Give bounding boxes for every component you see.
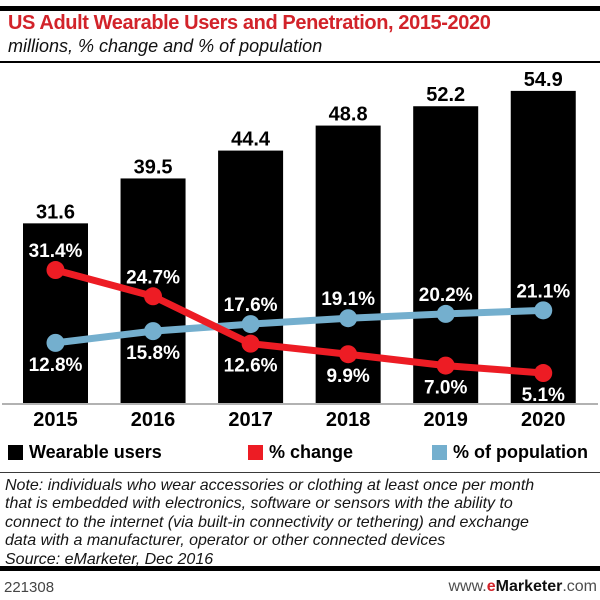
point-label: 31.4%: [29, 241, 83, 262]
point-label: 17.6%: [224, 295, 278, 316]
note-divider: [0, 472, 600, 473]
line--of-population: [55, 306, 544, 347]
legend-item-pct-change: % change: [248, 442, 353, 463]
x-tick-2020: 2020: [521, 409, 566, 431]
source-line: Source: eMarketer, Dec 2016: [5, 550, 214, 568]
legend-item-wearable-users: Wearable users: [8, 442, 162, 463]
marker-2016: [144, 287, 163, 306]
bar-2017: [218, 150, 284, 403]
top-divider: [0, 6, 600, 11]
point-label: 24.7%: [126, 267, 180, 288]
note-block: Note: individuals who wear accessories o…: [5, 477, 597, 569]
point-label: 19.1%: [321, 289, 375, 310]
point-label: 12.6%: [224, 356, 278, 377]
marker-2018: [339, 309, 358, 328]
note-line: connect to the internet (via built-in co…: [5, 513, 529, 531]
x-tick-2017: 2017: [228, 409, 273, 431]
x-tick-2018: 2018: [326, 409, 371, 431]
legend-label: % change: [269, 442, 354, 462]
bar-2015: [23, 223, 88, 403]
bar-2020: [510, 90, 576, 404]
marker-2015: [46, 333, 65, 352]
legend-label: Wearable users: [29, 442, 162, 462]
chart-title: US Adult Wearable Users and Penetration,…: [8, 12, 491, 34]
url-prefix: www.: [448, 578, 487, 595]
point-label: 9.9%: [326, 366, 369, 387]
url-brand-rest: Marketer: [495, 578, 563, 595]
note-line: that is embedded with electronics, softw…: [5, 495, 513, 513]
point-label: 15.8%: [126, 343, 180, 364]
legend-swatch-black: [8, 445, 23, 460]
note-line: Note: individuals who wear accessories o…: [5, 477, 535, 494]
marker-2015: [46, 261, 65, 280]
note-line: data with a manufacturer, operator or ot…: [5, 532, 446, 550]
marker-2020: [534, 301, 553, 320]
marker-2016: [144, 322, 163, 341]
bar-value-label: 39.5: [134, 156, 173, 178]
marker-2017: [241, 315, 260, 334]
bar-value-label: 48.8: [329, 104, 368, 126]
x-tick-2015: 2015: [33, 409, 78, 431]
legend-swatch-blue: [432, 445, 447, 460]
marker-2017: [241, 334, 260, 353]
point-label: 12.8%: [29, 355, 83, 376]
marker-2020: [534, 364, 553, 383]
chart-subtitle: millions, % change and % of population: [8, 36, 323, 56]
point-label: 5.1%: [522, 385, 565, 406]
bar-value-label: 44.4: [231, 129, 271, 151]
url-suffix: .com: [562, 578, 597, 595]
header-divider: [0, 61, 600, 63]
bar-value-label: 52.2: [426, 84, 465, 106]
point-label: 7.0%: [424, 378, 467, 399]
legend-swatch-red: [248, 445, 263, 460]
point-label: 20.2%: [419, 285, 473, 306]
point-label: 21.1%: [516, 281, 570, 302]
x-tick-2016: 2016: [131, 409, 176, 431]
line--change: [54, 266, 544, 377]
chart-id: 221308: [4, 579, 55, 596]
x-tick-2019: 2019: [423, 409, 468, 431]
chart-canvas: 31.6 39.5 44.4 48.8 52.2 54.9 31.4% 24.7% 12.6% 9…: [2, 69, 598, 431]
legend-item-pct-population: % of population: [432, 442, 588, 463]
url-brand-e: e: [486, 578, 496, 595]
bar-value-label: 31.6: [36, 201, 75, 223]
bar-2019: [413, 106, 479, 404]
bar-value-label: 54.9: [524, 69, 563, 91]
marker-2019: [436, 304, 455, 323]
footer-divider: [0, 566, 600, 571]
marker-2018: [339, 345, 358, 364]
legend-label: % of population: [453, 442, 588, 462]
emarketer-url-link[interactable]: www.eMarketer.com: [448, 578, 597, 596]
marker-2019: [436, 356, 455, 375]
